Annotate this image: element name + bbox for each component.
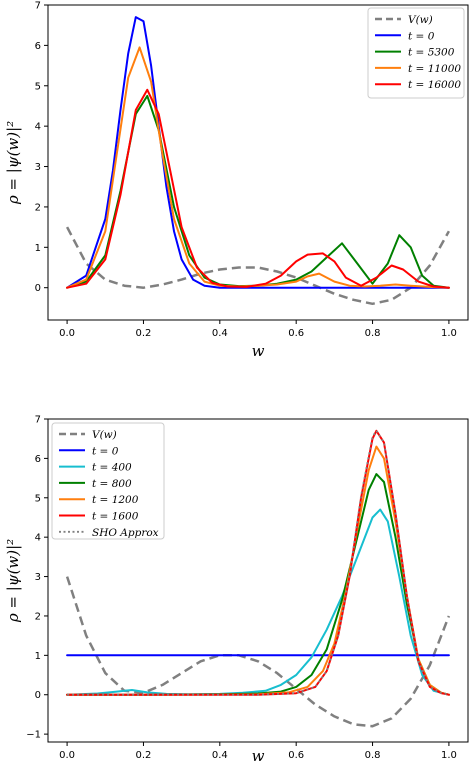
legend-label-5: t = 16000 xyxy=(408,79,461,91)
x-tick-label: 0.0 xyxy=(59,750,75,761)
y-tick-label: 1 xyxy=(35,651,41,662)
x-tick-label: 0.8 xyxy=(365,750,381,761)
y-tick-label: 2 xyxy=(35,202,41,213)
y-tick-label: 7 xyxy=(35,415,41,426)
y-tick-label: 0 xyxy=(35,690,41,701)
legend-label-6: t = 1600 xyxy=(92,511,139,523)
y-tick-label: −1 xyxy=(26,730,41,741)
series-line-2 xyxy=(66,16,450,289)
x-tick-label: 0.2 xyxy=(136,328,152,339)
axes-frame xyxy=(47,418,469,743)
legend-box xyxy=(367,7,465,99)
legend-label-5: t = 1200 xyxy=(92,494,139,506)
x-tick-label: 0.4 xyxy=(212,750,228,761)
y-tick-label: 4 xyxy=(35,122,41,133)
x-tick-label: 0.6 xyxy=(288,328,304,339)
y-tick-label: 3 xyxy=(35,162,41,173)
legend-label-3: t = 5300 xyxy=(408,47,455,59)
legend-label-2: t = 0 xyxy=(92,445,119,457)
y-axis-label: ρ = |ψ(w)|² xyxy=(4,121,22,205)
y-tick-label: 1 xyxy=(35,243,41,254)
y-tick-label: 3 xyxy=(35,572,41,583)
y-axis-label: ρ = |ψ(w)|² xyxy=(4,539,22,623)
x-axis-label: w xyxy=(252,342,265,360)
legend-label-2: t = 0 xyxy=(408,30,435,42)
x-tick-label: 1.0 xyxy=(441,750,457,761)
y-tick-label: 0 xyxy=(35,283,41,294)
axes-frame xyxy=(47,4,469,321)
legend-label-4: t = 800 xyxy=(92,478,132,490)
y-tick-label: 5 xyxy=(35,81,41,92)
series-group xyxy=(65,16,450,306)
x-tick-label: 0.8 xyxy=(365,328,381,339)
series-line-5 xyxy=(66,88,450,289)
legend-label-1: V(w) xyxy=(92,429,117,441)
series-line-1 xyxy=(65,576,451,728)
y-tick-label: 6 xyxy=(35,454,41,465)
legend-label-4: t = 11000 xyxy=(408,63,461,75)
series-line-3 xyxy=(66,94,450,289)
legend-label-7: SHO Approx xyxy=(92,527,159,539)
x-tick-label: 0.0 xyxy=(59,328,75,339)
y-tick-label: 6 xyxy=(35,41,41,52)
chart-panel-2: 0.0 0.2 0.4 0.6 0.8 1.0 −1 0 1 2 3 4 5 6 7 w ρ = |ψ(w)|²… xyxy=(4,415,469,765)
legend-label-1: V(w) xyxy=(408,14,433,26)
series-line-7 xyxy=(67,429,450,696)
series-line-3 xyxy=(66,508,450,696)
legend-label-3: t = 400 xyxy=(92,462,132,474)
series-group xyxy=(65,429,451,728)
x-axis-label: w xyxy=(252,747,265,765)
y-tick-label: 5 xyxy=(35,493,41,504)
x-tick-label: 0.4 xyxy=(212,328,228,339)
y-tick-label: 7 xyxy=(35,1,41,12)
x-tick-label: 1.0 xyxy=(441,328,457,339)
y-tick-label: 2 xyxy=(35,611,41,622)
x-tick-label: 0.2 xyxy=(136,750,152,761)
chart-panel-1: 0.0 0.2 0.4 0.6 0.8 1.0 0 1 2 3 4 5 6 7 w ρ = |ψ(w)|² V(… xyxy=(4,1,469,360)
x-tick-label: 0.6 xyxy=(288,750,304,761)
series-line-1 xyxy=(65,226,450,306)
legend-box xyxy=(51,422,165,540)
y-tick-label: 4 xyxy=(35,533,41,544)
